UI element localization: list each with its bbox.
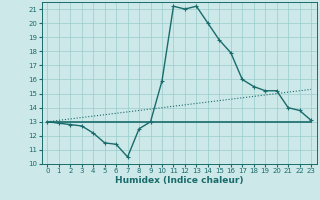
- X-axis label: Humidex (Indice chaleur): Humidex (Indice chaleur): [115, 176, 244, 185]
